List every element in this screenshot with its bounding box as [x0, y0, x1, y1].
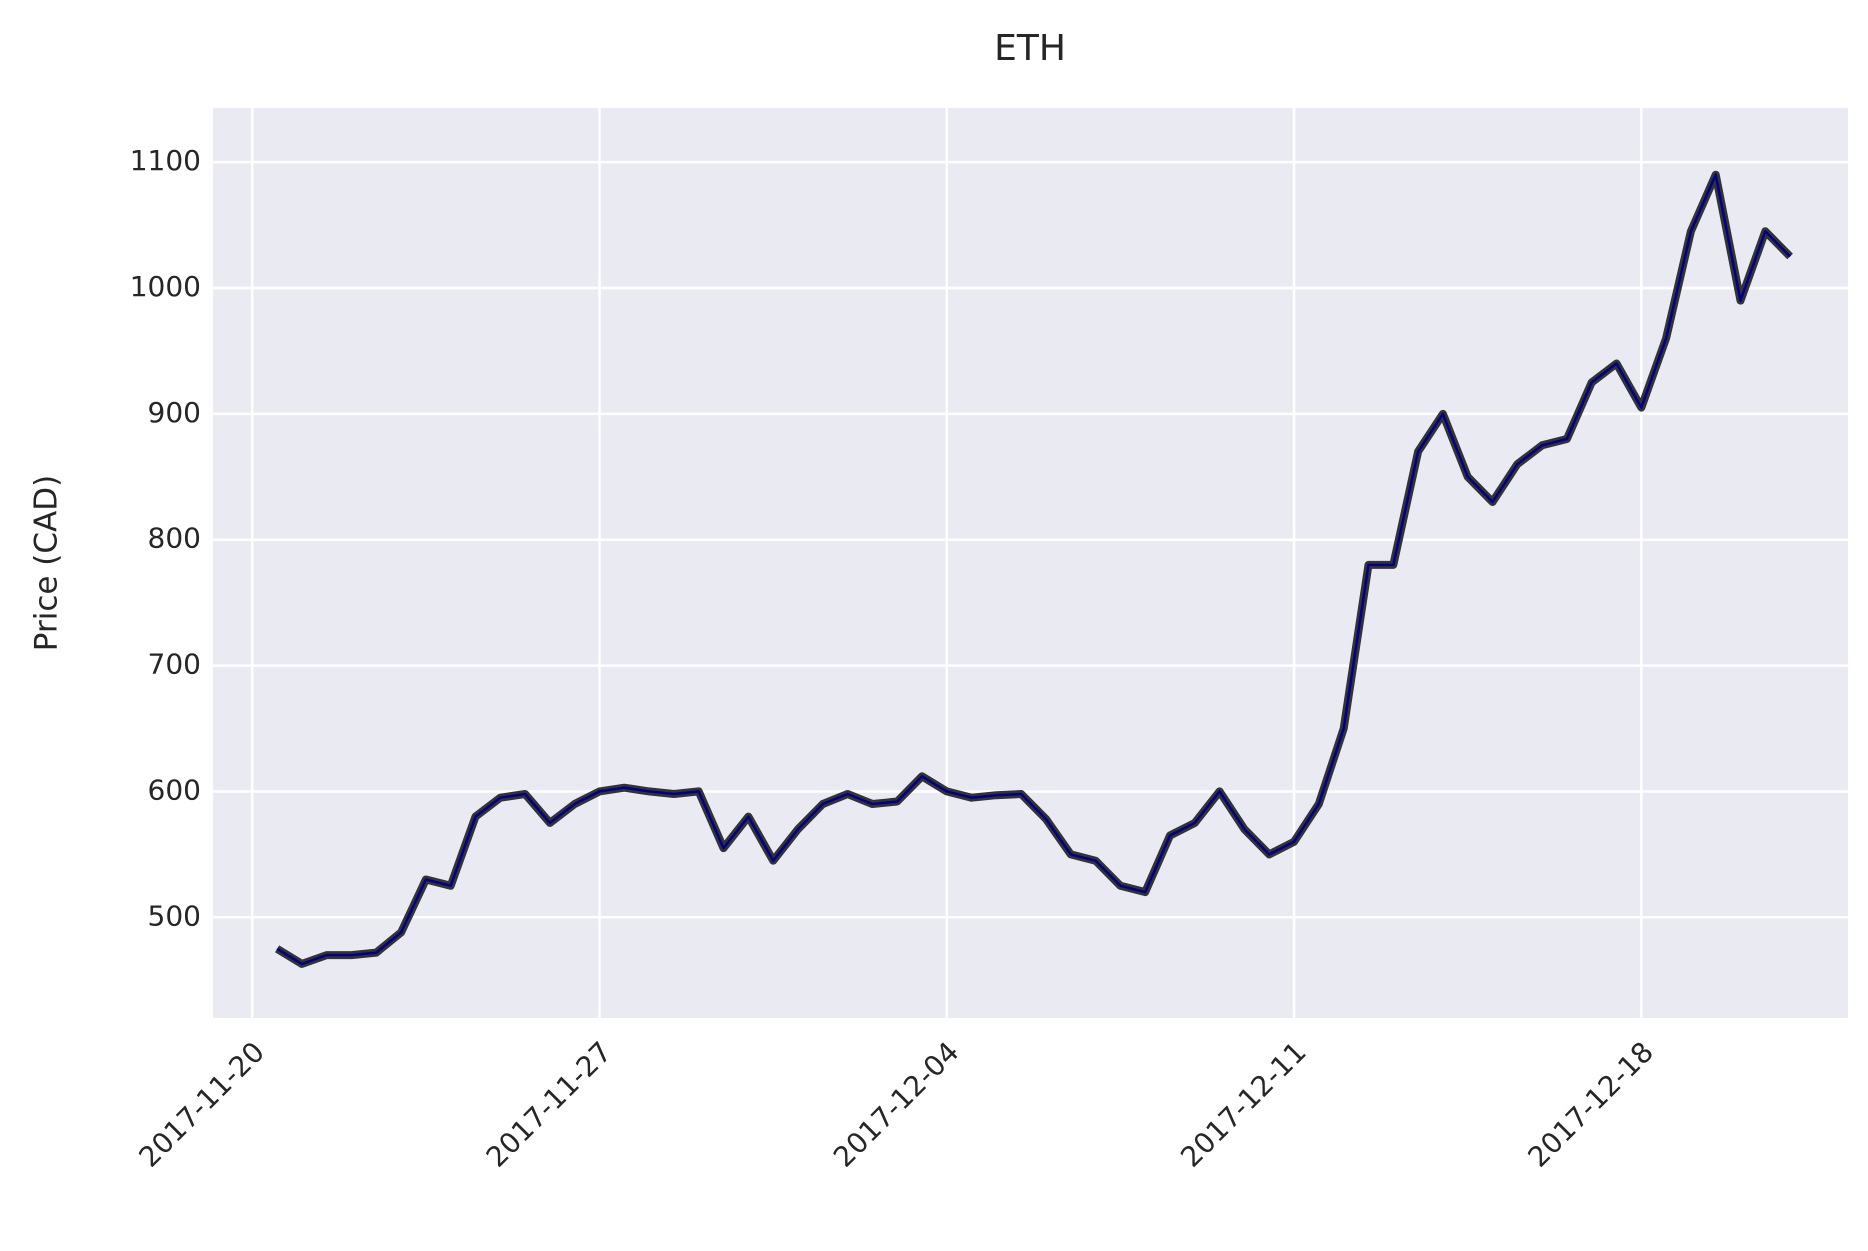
y-tick-label: 500: [148, 899, 201, 932]
y-tick-label: 900: [148, 396, 201, 429]
y-tick-label: 1000: [130, 270, 201, 303]
y-tick-label: 700: [148, 648, 201, 681]
x-tick-label: 2017-12-11: [1174, 1035, 1312, 1173]
y-tick-label: 800: [148, 522, 201, 555]
chart-title: ETH: [994, 28, 1066, 69]
x-tick-label: 2017-11-27: [480, 1035, 618, 1173]
x-tick-label: 2017-12-04: [827, 1035, 965, 1173]
y-axis-label: Price (CAD): [29, 475, 65, 651]
y-tick-label: 600: [148, 773, 201, 806]
plot-area: [213, 108, 1848, 1018]
x-tick-label: 2017-12-18: [1522, 1035, 1660, 1173]
line: [276, 173, 1791, 966]
x-tick-label: 2017-11-20: [132, 1035, 270, 1173]
y-tick-label: 1100: [130, 144, 201, 177]
